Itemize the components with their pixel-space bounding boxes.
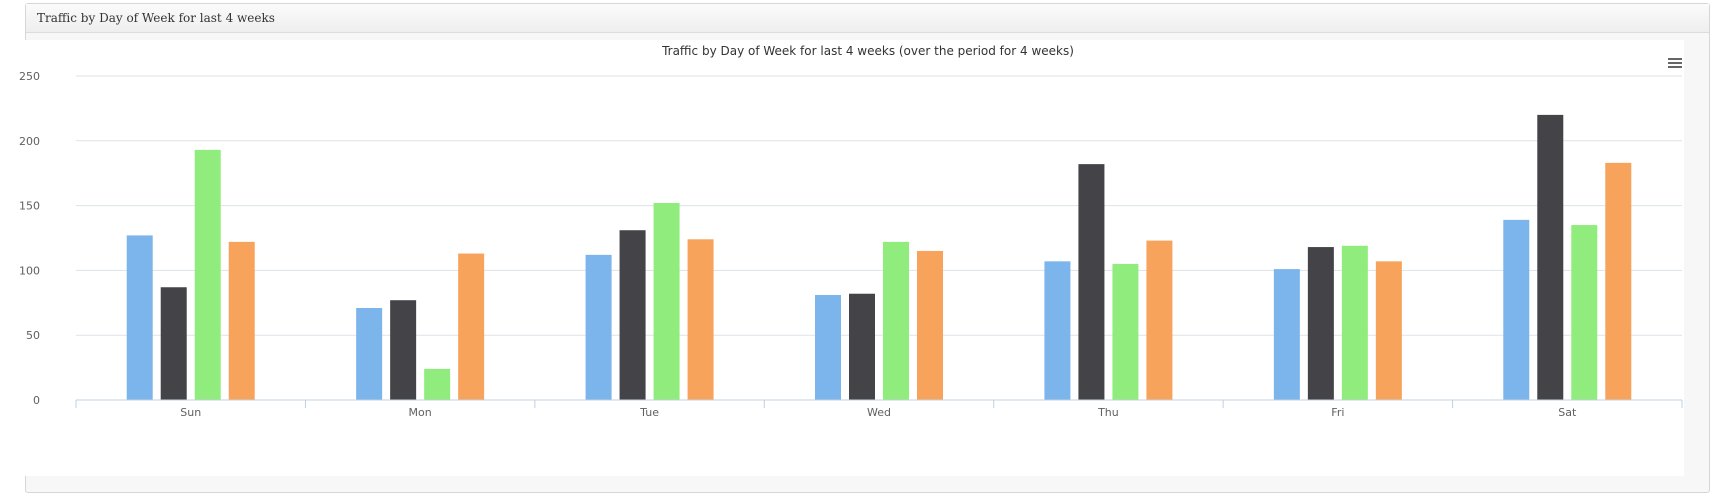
x-axis: Sun Mon Tue Wed Thu Fri Sat (75, 399, 1683, 419)
y-tick-label: 200 (19, 135, 40, 148)
x-tick-label: Wed (867, 406, 891, 419)
y-tick-label: 250 (19, 70, 40, 83)
bar[interactable] (1503, 219, 1530, 400)
panel-title: Traffic by Day of Week for last 4 weeks (26, 4, 1709, 33)
bar-chart: Traffic by Day of Week for last 4 weeks … (19, 44, 1684, 419)
y-tick-label: 150 (19, 200, 40, 213)
bar[interactable] (1537, 114, 1564, 400)
grid-lines (76, 75, 1682, 336)
bar[interactable] (1571, 225, 1598, 400)
y-tick-label: 0 (33, 394, 40, 407)
bar[interactable] (1078, 164, 1105, 400)
bar[interactable] (1273, 269, 1300, 400)
bar[interactable] (917, 250, 943, 400)
bar[interactable] (424, 368, 451, 400)
bar[interactable] (1307, 247, 1334, 400)
chart-container: Traffic by Day of Week for last 4 weeks … (14, 40, 1684, 476)
x-tick-label: Thu (1097, 406, 1119, 419)
y-axis-ticks: 0 50 100 150 200 250 (19, 70, 40, 407)
bar[interactable] (1146, 240, 1173, 400)
hamburger-menu-icon[interactable] (1664, 54, 1684, 72)
x-tick-label: Fri (1331, 406, 1344, 419)
bar[interactable] (390, 300, 417, 400)
y-tick-label: 50 (26, 329, 40, 342)
bar[interactable] (849, 293, 875, 400)
bar[interactable] (619, 230, 646, 400)
bar[interactable] (126, 235, 153, 400)
bar[interactable] (1112, 263, 1139, 400)
bar[interactable] (653, 203, 680, 400)
bar[interactable] (458, 253, 485, 400)
bar[interactable] (883, 241, 909, 400)
bar[interactable] (1044, 261, 1071, 400)
bar[interactable] (356, 307, 383, 400)
bar[interactable] (815, 295, 841, 400)
bar[interactable] (687, 239, 714, 400)
bar[interactable] (194, 149, 221, 400)
y-tick-label: 100 (19, 264, 40, 277)
x-tick-label: Tue (639, 406, 659, 419)
bar[interactable] (228, 241, 255, 400)
bars (126, 114, 1632, 400)
bar[interactable] (160, 287, 187, 400)
x-tick-label: Sun (180, 406, 201, 419)
bar[interactable] (585, 254, 612, 400)
bar[interactable] (1341, 245, 1368, 400)
x-tick-label: Sat (1558, 406, 1577, 419)
bar[interactable] (1375, 261, 1402, 400)
bar[interactable] (1605, 162, 1632, 400)
x-tick-label: Mon (409, 406, 432, 419)
chart-title: Traffic by Day of Week for last 4 weeks … (661, 44, 1074, 58)
